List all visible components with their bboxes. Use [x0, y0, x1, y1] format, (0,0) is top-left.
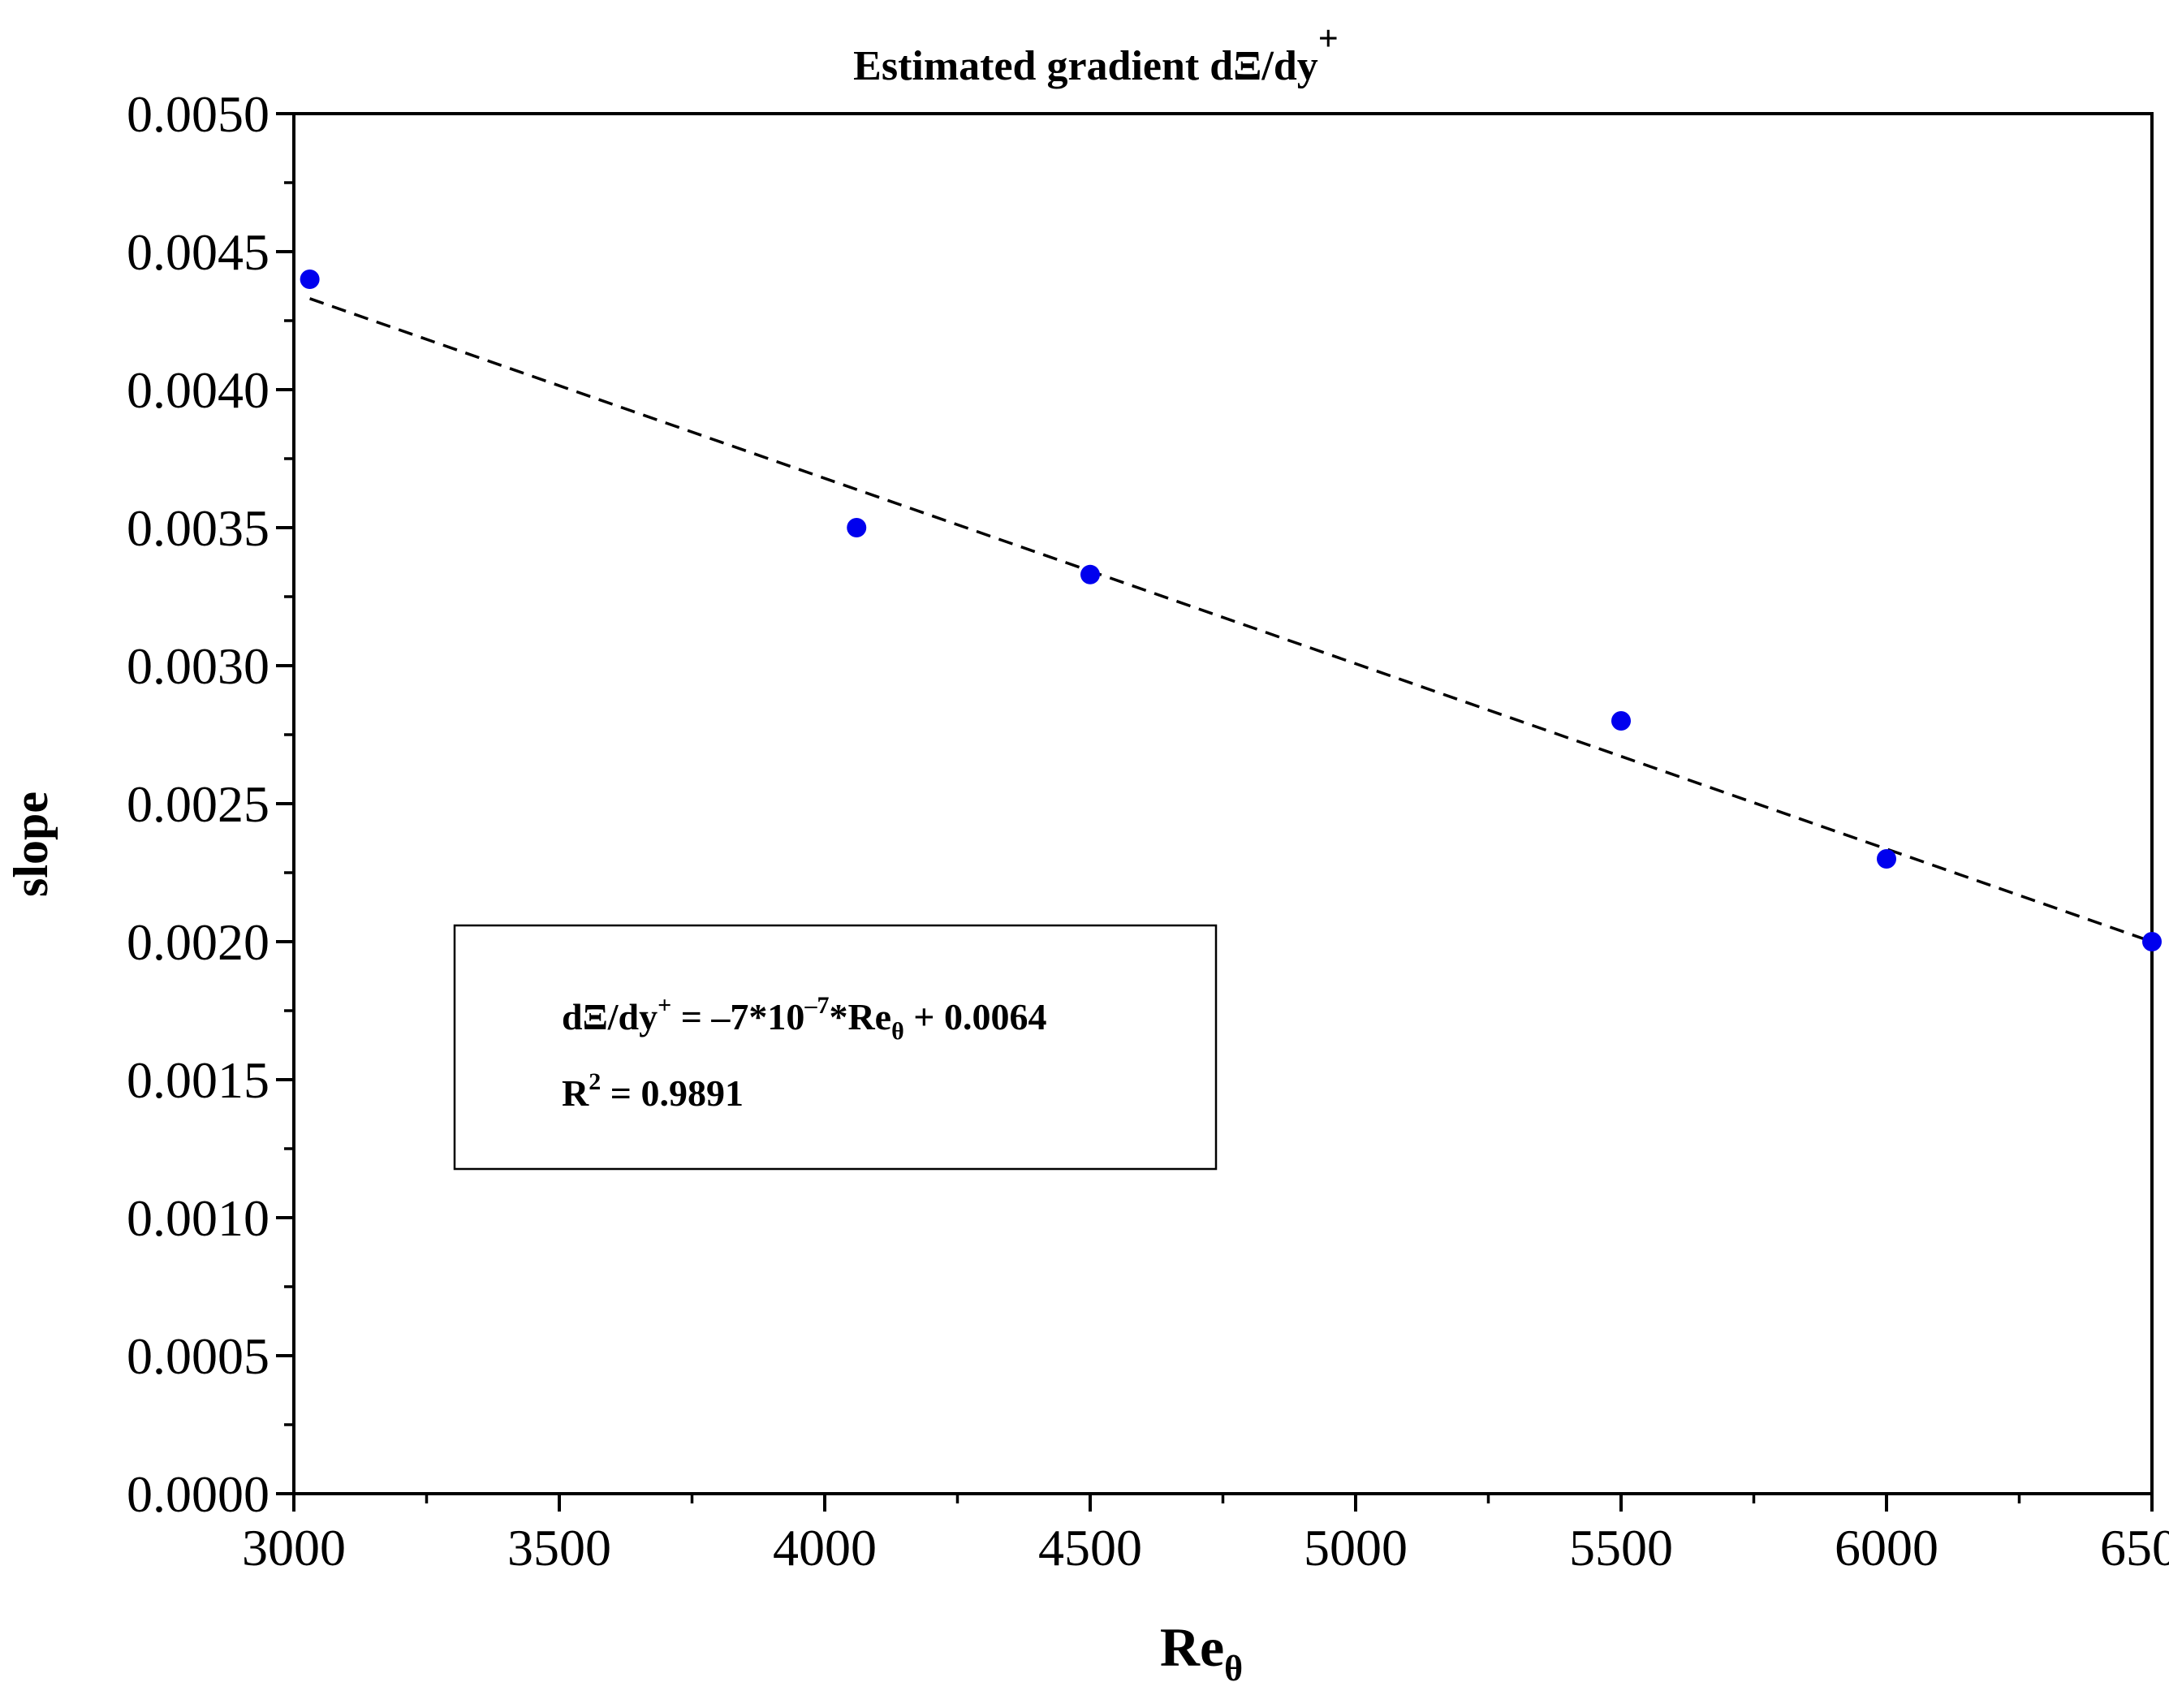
annotation-box	[453, 924, 1218, 1171]
y-tick-label: 0.0020	[127, 913, 270, 971]
y-tick-label: 0.0035	[127, 499, 270, 557]
data-point	[847, 518, 867, 537]
x-tick-label: 6000	[1835, 1519, 1938, 1576]
r-squared: R2 = 0.9891	[562, 1068, 744, 1114]
x-tick-label: 6500	[2100, 1519, 2169, 1576]
data-points	[300, 270, 2162, 951]
x-tick-label: 5500	[1569, 1519, 1673, 1576]
x-tick-label: 4000	[773, 1519, 877, 1576]
y-tick-label: 0.0000	[127, 1465, 270, 1523]
x-axis: 3000 3500 4000 4500 5000 5500 6000 6500	[242, 1494, 2169, 1576]
y-axis-label: slope	[4, 791, 58, 897]
x-axis-label: Reθ	[1160, 1616, 1243, 1689]
y-tick-label: 0.0005	[127, 1327, 270, 1385]
y-tick-label: 0.0050	[127, 85, 270, 143]
chart-title: Estimated gradient dΞ/dy+	[853, 19, 1339, 89]
x-tick-label: 5000	[1304, 1519, 1408, 1576]
plot-area	[292, 112, 2154, 1495]
y-tick-label: 0.0025	[127, 775, 270, 833]
y-tick-label: 0.0045	[127, 223, 270, 281]
y-tick-label: 0.0010	[127, 1189, 270, 1247]
x-tick-label: 4500	[1038, 1519, 1142, 1576]
fit-annotation: dΞ/dy+ = –7*10–7*Reθ + 0.0064 R2 = 0.989…	[453, 924, 1218, 1171]
data-point	[2142, 932, 2162, 951]
data-point	[300, 270, 320, 289]
y-tick-label: 0.0015	[127, 1051, 270, 1109]
fit-equation: dΞ/dy+ = –7*10–7*Reθ + 0.0064	[562, 992, 1046, 1045]
y-tick-label: 0.0030	[127, 637, 270, 695]
data-point	[1877, 849, 1896, 869]
y-tick-label: 0.0040	[127, 361, 270, 419]
y-axis: 0.0000 0.0005 0.0010 0.0015 0.0020 0.0025 0.00…	[127, 85, 294, 1523]
data-point	[1611, 711, 1631, 731]
fit-line	[309, 297, 2153, 943]
x-tick-label: 3500	[507, 1519, 611, 1576]
x-tick-label: 3000	[242, 1519, 346, 1576]
data-point	[1080, 564, 1100, 584]
